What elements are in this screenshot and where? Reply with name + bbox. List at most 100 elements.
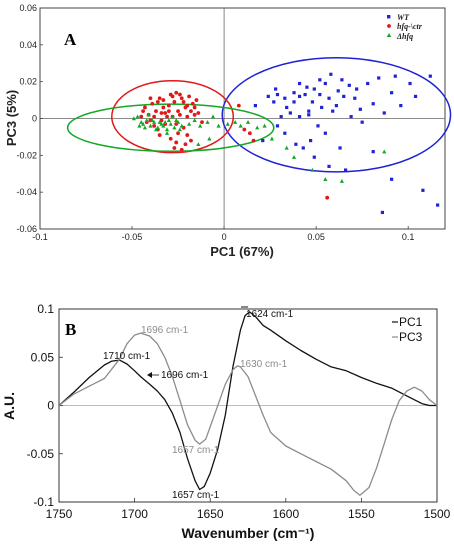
legend-marker-hfq-ctr xyxy=(387,24,391,28)
panel-b-y-ticks: -0.1 -0.05 0 0.05 0.1 xyxy=(27,302,63,509)
x-tick-label: 1500 xyxy=(424,507,451,521)
panel-b-x-axis-label: Wavenumber (cm⁻¹) xyxy=(182,525,315,541)
annotation-pc1-1624: 1624 cm-1 xyxy=(246,309,294,320)
point-series-2-12 xyxy=(161,123,166,128)
panel-a-label: A xyxy=(64,30,77,49)
annotation-pc3-1657: 1657 cm-1 xyxy=(172,445,220,456)
point-series-2-22 xyxy=(163,119,168,124)
point-series-1-14 xyxy=(194,98,199,102)
point-series-2-3 xyxy=(148,123,153,128)
point-series-0-15 xyxy=(303,92,307,97)
point-series-1-5 xyxy=(161,105,166,110)
point-series-0-29 xyxy=(377,76,381,80)
point-series-1-50 xyxy=(178,92,182,97)
point-series-2-43 xyxy=(382,149,387,154)
point-series-0-57 xyxy=(327,96,331,100)
point-series-2-10 xyxy=(153,127,159,132)
point-series-0-35 xyxy=(428,74,432,78)
point-series-0-6 xyxy=(297,94,302,98)
point-series-2-18 xyxy=(166,118,171,123)
point-series-2-33 xyxy=(238,123,243,128)
point-series-0-63 xyxy=(274,87,278,91)
y-tick-label: -0.02 xyxy=(16,150,37,160)
x-tick-label: 1550 xyxy=(348,507,375,521)
point-series-0-61 xyxy=(307,113,311,117)
panel-b-label: B xyxy=(65,320,76,339)
panel-a-y-axis-label: PC3 (5%) xyxy=(4,90,19,146)
point-series-0-43 xyxy=(327,164,331,168)
point-series-0-31 xyxy=(390,91,394,95)
point-series-0-4 xyxy=(320,105,324,110)
point-series-2-37 xyxy=(269,136,275,141)
point-series-0-1 xyxy=(288,111,292,115)
point-series-1-13 xyxy=(190,101,195,106)
point-series-0-32 xyxy=(399,104,403,108)
point-series-0-38 xyxy=(309,139,313,143)
point-series-2-46 xyxy=(131,116,136,121)
point-series-1-56 xyxy=(192,105,197,110)
point-series-0-42 xyxy=(343,168,348,172)
point-series-1-0 xyxy=(143,105,147,110)
point-series-2-39 xyxy=(291,154,297,159)
point-series-1-49 xyxy=(170,94,175,99)
point-series-2-13 xyxy=(164,127,170,132)
x-tick-label: 0.1 xyxy=(402,232,415,242)
point-series-1-44 xyxy=(247,131,252,136)
point-series-0-47 xyxy=(261,139,265,143)
annotation-pc1-1710: 1710 cm-1 xyxy=(103,351,151,362)
point-series-2-26 xyxy=(192,118,197,123)
point-series-1-10 xyxy=(179,96,184,101)
point-series-1-26 xyxy=(189,109,193,114)
point-series-1-33 xyxy=(168,136,173,141)
point-series-0-14 xyxy=(272,100,276,104)
point-series-0-27 xyxy=(371,102,375,106)
point-series-0-30 xyxy=(393,74,397,78)
point-series-1-3 xyxy=(154,109,158,114)
point-series-1-17 xyxy=(152,123,157,128)
point-series-2-9 xyxy=(150,118,155,123)
point-series-0-62 xyxy=(318,92,322,97)
panel-a-y-ticks: -0.06 -0.04 -0.02 0 0.02 0.04 0.06 xyxy=(16,3,43,234)
x-tick-label: 1750 xyxy=(46,507,73,521)
point-series-0-5 xyxy=(310,100,315,104)
point-series-1-23 xyxy=(178,112,182,117)
point-series-1-15 xyxy=(139,114,144,119)
point-series-0-58 xyxy=(340,78,344,82)
point-series-2-24 xyxy=(177,127,183,132)
y-tick-label: -0.1 xyxy=(33,495,54,509)
point-series-0-39 xyxy=(301,146,305,150)
point-series-2-40 xyxy=(310,167,315,172)
panel-b-legend: PC1 PC3 xyxy=(392,315,423,344)
point-series-2-42 xyxy=(339,178,345,183)
point-series-0-59 xyxy=(285,105,289,110)
point-series-2-23 xyxy=(174,118,179,123)
point-series-0-40 xyxy=(294,142,298,146)
point-series-1-31 xyxy=(174,90,179,95)
x-tick-label: -0.05 xyxy=(122,232,143,242)
point-series-0-55 xyxy=(297,81,302,86)
panel-a-legend: WT hfq-\ctr Δhfq xyxy=(386,13,423,41)
point-series-2-44 xyxy=(196,142,201,146)
point-series-0-18 xyxy=(334,104,338,108)
x-tick-label: 1700 xyxy=(121,507,148,521)
point-series-0-45 xyxy=(283,131,287,135)
point-series-2-7 xyxy=(137,123,142,128)
point-series-0-11 xyxy=(292,91,296,95)
point-series-2-36 xyxy=(262,123,267,128)
annotation-pc3-1696: 1696 cm-1 xyxy=(141,325,189,336)
annotation-pc1-1657: 1657 cm-1 xyxy=(172,490,220,501)
point-series-2-17 xyxy=(179,123,184,128)
y-tick-label: -0.06 xyxy=(16,224,37,234)
legend-label-pc3: PC3 xyxy=(399,330,423,344)
point-series-1-6 xyxy=(165,114,169,119)
y-tick-label: 0 xyxy=(32,114,37,124)
point-series-0-22 xyxy=(358,107,362,111)
legend-marker-wt xyxy=(387,15,391,19)
point-series-0-56 xyxy=(312,87,316,91)
confidence-ellipse-0 xyxy=(221,56,452,173)
x-tick-label: -0.1 xyxy=(32,232,48,242)
point-series-2-11 xyxy=(157,119,162,124)
series-line-pc1 xyxy=(58,311,437,491)
point-series-0-52 xyxy=(421,188,425,192)
